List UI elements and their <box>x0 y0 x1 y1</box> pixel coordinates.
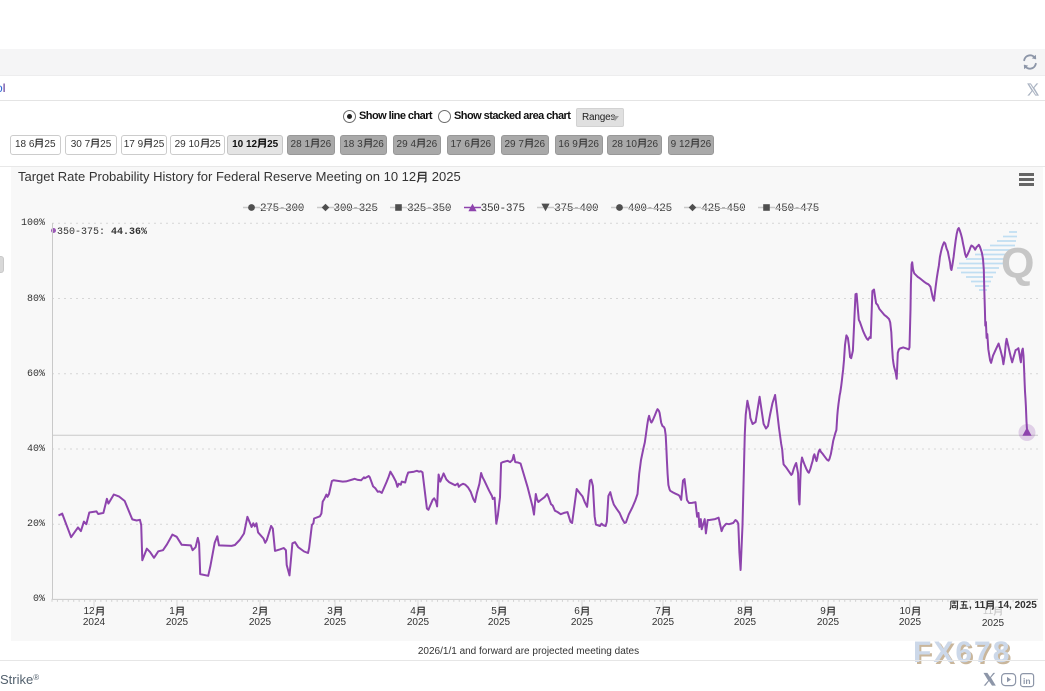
svg-text:in: in <box>1023 676 1031 686</box>
svg-text:Q: Q <box>1001 240 1034 288</box>
